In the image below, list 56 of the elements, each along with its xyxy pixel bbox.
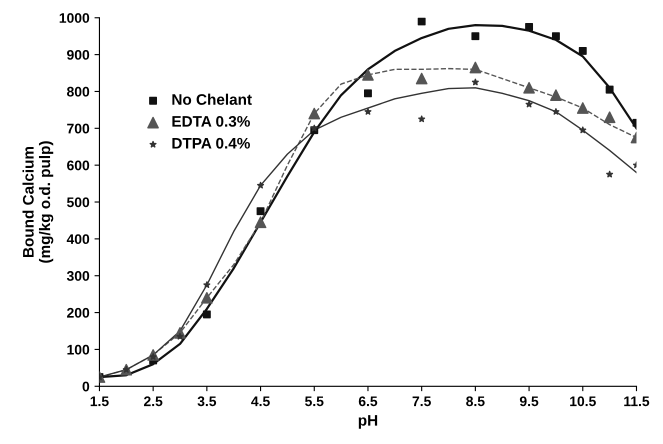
y-tick-label: 0 xyxy=(82,382,90,392)
x-axis-title: pH xyxy=(358,415,378,429)
point xyxy=(254,216,266,228)
point xyxy=(201,292,213,304)
y-tick-label: 800 xyxy=(67,86,90,97)
x-tick-label: 6.5 xyxy=(358,396,378,406)
y-tick-label: 300 xyxy=(66,271,90,281)
x-tick-label: 2.5 xyxy=(144,396,162,406)
point xyxy=(578,46,587,55)
point xyxy=(550,89,562,101)
legend-label: No Chelant xyxy=(172,94,252,105)
y-tick-label: 200 xyxy=(67,308,90,318)
point xyxy=(202,310,211,318)
point xyxy=(256,207,265,216)
point xyxy=(526,100,533,108)
point xyxy=(604,111,616,124)
y-tick-label: 500 xyxy=(66,197,90,208)
y-tick-label: 1000 xyxy=(60,13,90,23)
point xyxy=(552,108,560,115)
y-tick-label: 900 xyxy=(67,50,90,60)
point xyxy=(472,78,479,86)
x-tick-label: 11.5 xyxy=(624,396,650,406)
point xyxy=(362,69,374,81)
point xyxy=(552,32,560,40)
y-tick-label: 700 xyxy=(67,124,90,134)
x-tick-label: 10.5 xyxy=(570,396,596,406)
x-tick-label: 1.5 xyxy=(90,396,109,406)
legend-label: DTPA 0.4% xyxy=(172,138,250,149)
point xyxy=(203,281,210,288)
point xyxy=(364,108,372,115)
y-axis-title: Bound Calcium (mg/kg o.d. pulp) xyxy=(22,141,54,263)
y-tick-label: 100 xyxy=(67,344,90,355)
point xyxy=(579,126,586,134)
point xyxy=(470,62,482,74)
point xyxy=(606,86,614,94)
x-tick-label: 7.5 xyxy=(412,396,431,406)
point xyxy=(364,89,372,98)
point xyxy=(308,108,320,120)
x-tick-label: 8.5 xyxy=(466,396,485,406)
point xyxy=(606,170,614,178)
x-tick-label: 5.5 xyxy=(305,396,324,406)
point xyxy=(310,124,318,132)
point xyxy=(523,82,535,94)
point xyxy=(257,182,264,189)
legend-label: EDTA 0.3% xyxy=(172,116,250,127)
x-tick-label: 3.5 xyxy=(198,396,216,406)
y-tick-label: 400 xyxy=(66,234,90,244)
point xyxy=(418,18,426,26)
x-tick-label: 4.5 xyxy=(251,396,270,406)
point xyxy=(525,23,534,31)
point xyxy=(471,32,480,40)
y-tick-label: 600 xyxy=(67,160,90,170)
point xyxy=(416,72,428,84)
x-tick-label: 9.5 xyxy=(520,396,538,406)
point xyxy=(418,115,426,122)
point xyxy=(576,102,589,114)
